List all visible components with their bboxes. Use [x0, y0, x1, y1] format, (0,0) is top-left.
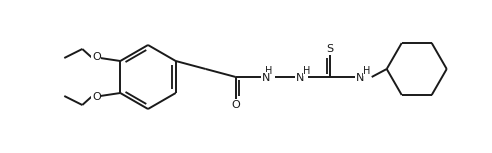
Text: O: O	[231, 100, 240, 110]
Text: S: S	[326, 44, 333, 54]
Text: O: O	[92, 92, 101, 102]
Text: H: H	[363, 66, 370, 76]
Text: O: O	[92, 52, 101, 62]
Text: N: N	[262, 73, 270, 83]
Text: N: N	[356, 73, 364, 83]
Text: H: H	[265, 66, 273, 76]
Text: N: N	[296, 73, 304, 83]
Text: H: H	[303, 66, 310, 76]
